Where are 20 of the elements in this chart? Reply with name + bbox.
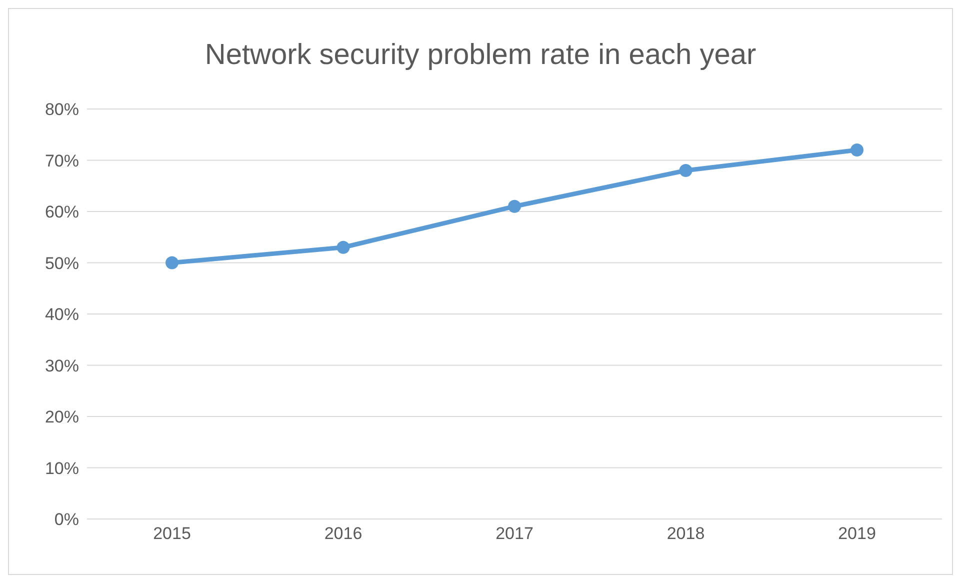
point bbox=[850, 144, 864, 156]
y-tick-label: 60% bbox=[44, 202, 79, 222]
y-tick-label: 70% bbox=[44, 151, 79, 170]
point bbox=[336, 240, 350, 254]
point bbox=[508, 200, 521, 213]
x-tick-label: 2015 bbox=[153, 524, 191, 544]
y-tick-label: 80% bbox=[44, 100, 79, 120]
x-tick-label: 2019 bbox=[838, 524, 876, 544]
x-tick-label: 2018 bbox=[666, 524, 705, 544]
point bbox=[166, 256, 178, 270]
y-tick-label: 10% bbox=[44, 458, 79, 478]
chart-title: Network security problem rate in each year bbox=[204, 39, 758, 72]
y-tick-label: 30% bbox=[44, 356, 79, 376]
x-tick-label: 2017 bbox=[496, 524, 534, 544]
y-tick-label: 0% bbox=[54, 510, 79, 530]
x-tick-label: 2016 bbox=[324, 524, 362, 544]
y-tick-label: 40% bbox=[44, 305, 79, 324]
y-tick-label: 20% bbox=[44, 408, 79, 427]
y-tick-label: 50% bbox=[44, 254, 79, 273]
point bbox=[679, 164, 692, 177]
